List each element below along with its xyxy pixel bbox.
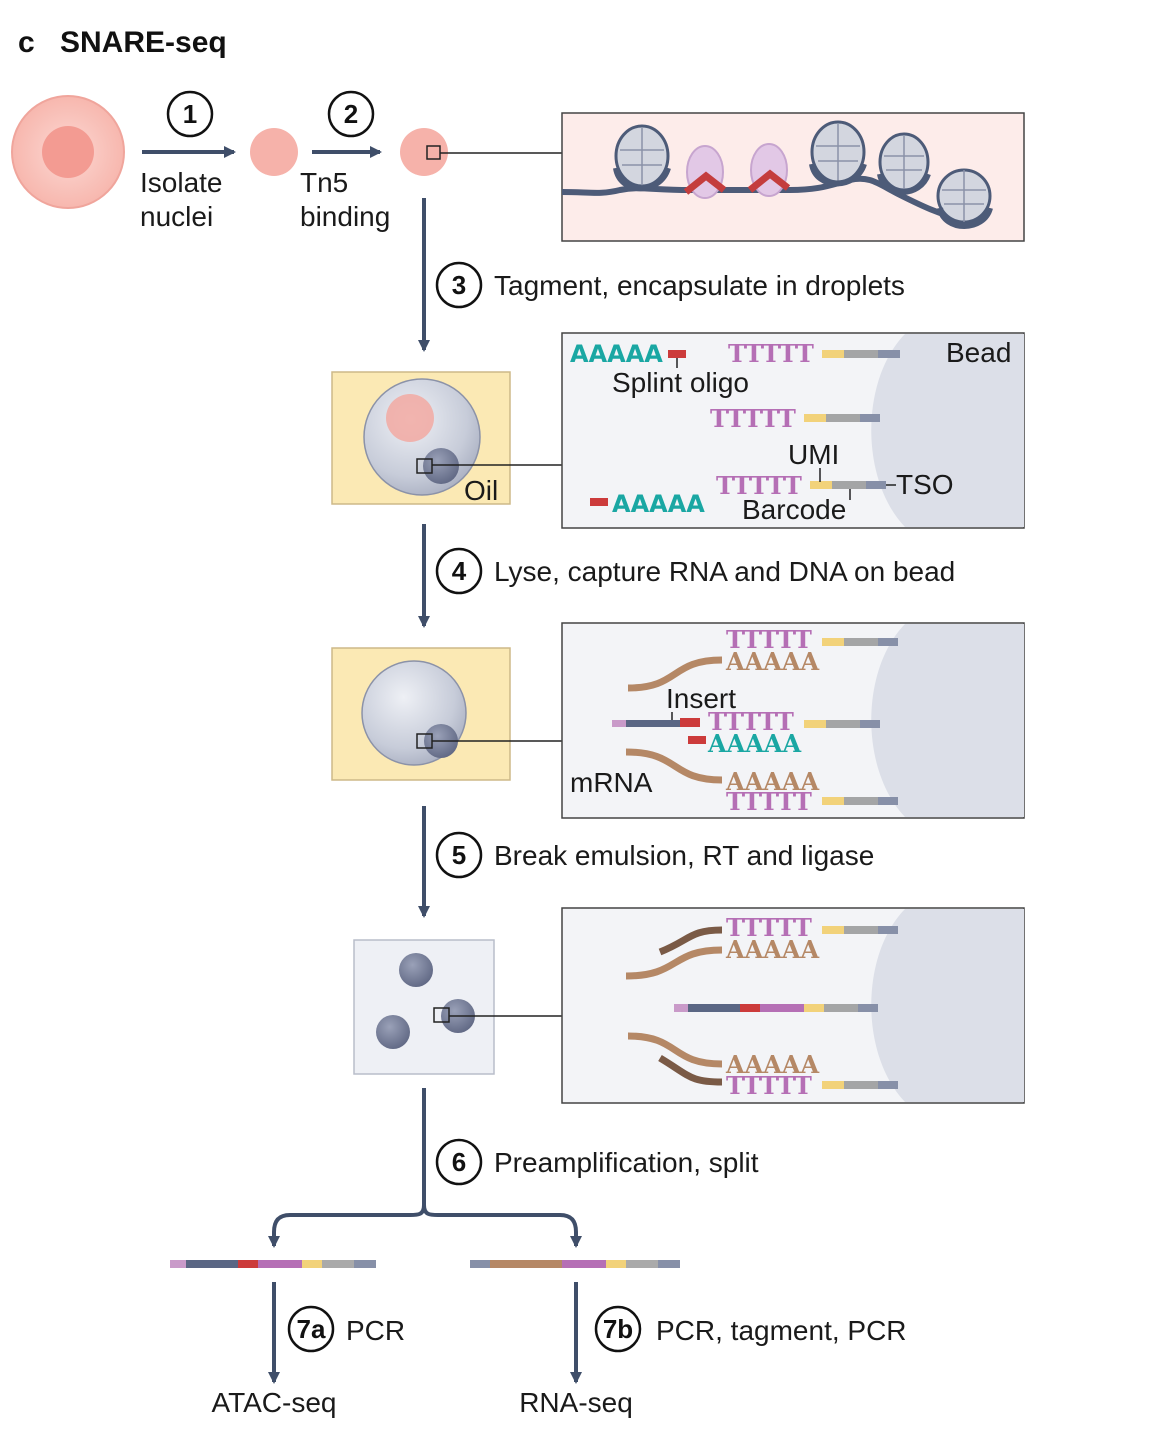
- mrna-top-3: [625, 946, 723, 980]
- polya-top-3: AAAAA: [725, 935, 819, 964]
- bead-oligo-top-2: TTTTT: [726, 625, 898, 654]
- polya-oligo-1: AAAAA: [570, 340, 663, 368]
- tso-label: TSO: [896, 469, 954, 500]
- splint-oligo-1: [668, 350, 686, 358]
- step2-label-line2: binding: [300, 201, 390, 232]
- polyt-oligo-2: TTTTT: [710, 404, 796, 433]
- bead-oligo-bottom-3: TTTTT: [726, 1071, 898, 1100]
- tn5-transposase-1: [683, 145, 727, 199]
- step5-label: Break emulsion, RT and ligase: [494, 840, 874, 871]
- insert-label: Insert: [666, 683, 736, 714]
- chromatin-panel: [561, 112, 1025, 242]
- bead-oligo-bottom-2: TTTTT: [726, 787, 898, 816]
- nucleosome-3: [877, 132, 931, 195]
- step7a-label: PCR: [346, 1315, 405, 1346]
- step7a-number: 7a: [297, 1314, 326, 1344]
- atac-seq-label: ATAC-seq: [212, 1387, 337, 1418]
- rna-seq-label: RNA-seq: [519, 1387, 633, 1418]
- step7a-badge: 7a: [287, 1305, 335, 1353]
- step1-label-line1: Isolate: [140, 167, 223, 198]
- cdna-bottom-3: [658, 1054, 723, 1086]
- whole-cell: [11, 95, 125, 209]
- splint-oligo-label: Splint oligo: [612, 367, 749, 398]
- capture-oligo-2: TTTTT: [710, 404, 880, 433]
- nucleosome-2: [809, 120, 867, 187]
- cdna-top-3: [658, 926, 723, 956]
- step7b-number: 7b: [603, 1314, 633, 1344]
- step6-badge: 6: [435, 1138, 483, 1186]
- mrna-bottom-2: [625, 748, 723, 784]
- mrna-label: mRNA: [570, 767, 653, 798]
- panel-letter: c: [18, 26, 35, 59]
- step5-number: 5: [452, 840, 466, 870]
- nucleosome-1: [613, 124, 671, 192]
- step2-badge: 2: [327, 90, 375, 138]
- polyt-mid-2: TTTTT: [708, 707, 794, 736]
- step1-badge: 1: [166, 90, 214, 138]
- step6-label: Preamplification, split: [494, 1147, 759, 1178]
- oil-label: Oil: [464, 475, 498, 506]
- rna-library-product: [470, 1260, 680, 1268]
- step4-number: 4: [452, 556, 467, 586]
- bead-oligo-top-3: TTTTT: [726, 913, 898, 942]
- zoom-box-2: [416, 458, 433, 474]
- nucleosome-4: [936, 168, 993, 229]
- capture-oligo-3: TTTTT: [716, 471, 886, 500]
- step7b-badge: 7b: [594, 1305, 642, 1353]
- polyt-bottom-3: TTTTT: [726, 1071, 812, 1100]
- barcode-label: Barcode: [742, 494, 846, 525]
- mrna-bottom-3: [627, 1032, 723, 1068]
- polya-bottom-3: AAAAA: [725, 1050, 819, 1079]
- polyt-oligo-3: TTTTT: [716, 471, 802, 500]
- isolated-nucleus: [250, 128, 298, 176]
- polya-top-2: AAAAA: [725, 647, 819, 676]
- lysed-droplet: [331, 647, 511, 781]
- polya-oligo-2: AAAAA: [612, 490, 705, 518]
- step4-badge: 4: [435, 547, 483, 595]
- atac-library-product: [170, 1260, 376, 1268]
- bead-oligo-mid-2: TTTTT: [708, 707, 880, 736]
- step3-number: 3: [452, 270, 466, 300]
- umi-label: UMI: [788, 439, 839, 470]
- polyt-top-2: TTTTT: [726, 625, 812, 654]
- polyt-top-3: TTTTT: [726, 913, 812, 942]
- splint-oligo-3: [688, 736, 706, 744]
- step7b-label: PCR, tagment, PCR: [656, 1315, 907, 1346]
- mrna-top-2: [627, 656, 723, 692]
- tn5-transposase-2: [747, 143, 791, 197]
- step1-label-line2: nuclei: [140, 201, 213, 232]
- splint-oligo-2: [590, 498, 608, 506]
- step3-badge: 3: [435, 261, 483, 309]
- step5-badge: 5: [435, 831, 483, 879]
- zoom-box-4: [433, 1007, 450, 1023]
- bead-label: Bead: [946, 337, 1011, 368]
- capture-oligo-1: TTTTT: [728, 339, 900, 368]
- free-beads: [353, 939, 495, 1075]
- step2-label-line1: Tn5: [300, 167, 348, 198]
- bead-panel-1: [561, 332, 1025, 529]
- polya-bottom-2: AAAAA: [725, 767, 819, 796]
- step6-right-branch: [422, 1204, 582, 1248]
- step6-number: 6: [452, 1147, 466, 1177]
- step1-number: 1: [183, 99, 197, 129]
- step2-number: 2: [344, 99, 358, 129]
- polyt-bottom-2: TTTTT: [726, 787, 812, 816]
- step6-trunk: [268, 1088, 426, 1248]
- ligated-dna-fragment-3: [674, 1004, 878, 1012]
- polyt-oligo-1: TTTTT: [728, 339, 814, 368]
- step3-label: Tagment, encapsulate in droplets: [494, 270, 905, 301]
- tn5-bound-nucleus: [400, 128, 448, 176]
- panel-title: SNARE-seq: [60, 26, 227, 59]
- polya-mid-2: AAAAA: [707, 729, 801, 758]
- droplet-with-nucleus: [331, 371, 511, 505]
- dna-fragment-2: [612, 718, 700, 727]
- step4-label: Lyse, capture RNA and DNA on bead: [494, 556, 955, 587]
